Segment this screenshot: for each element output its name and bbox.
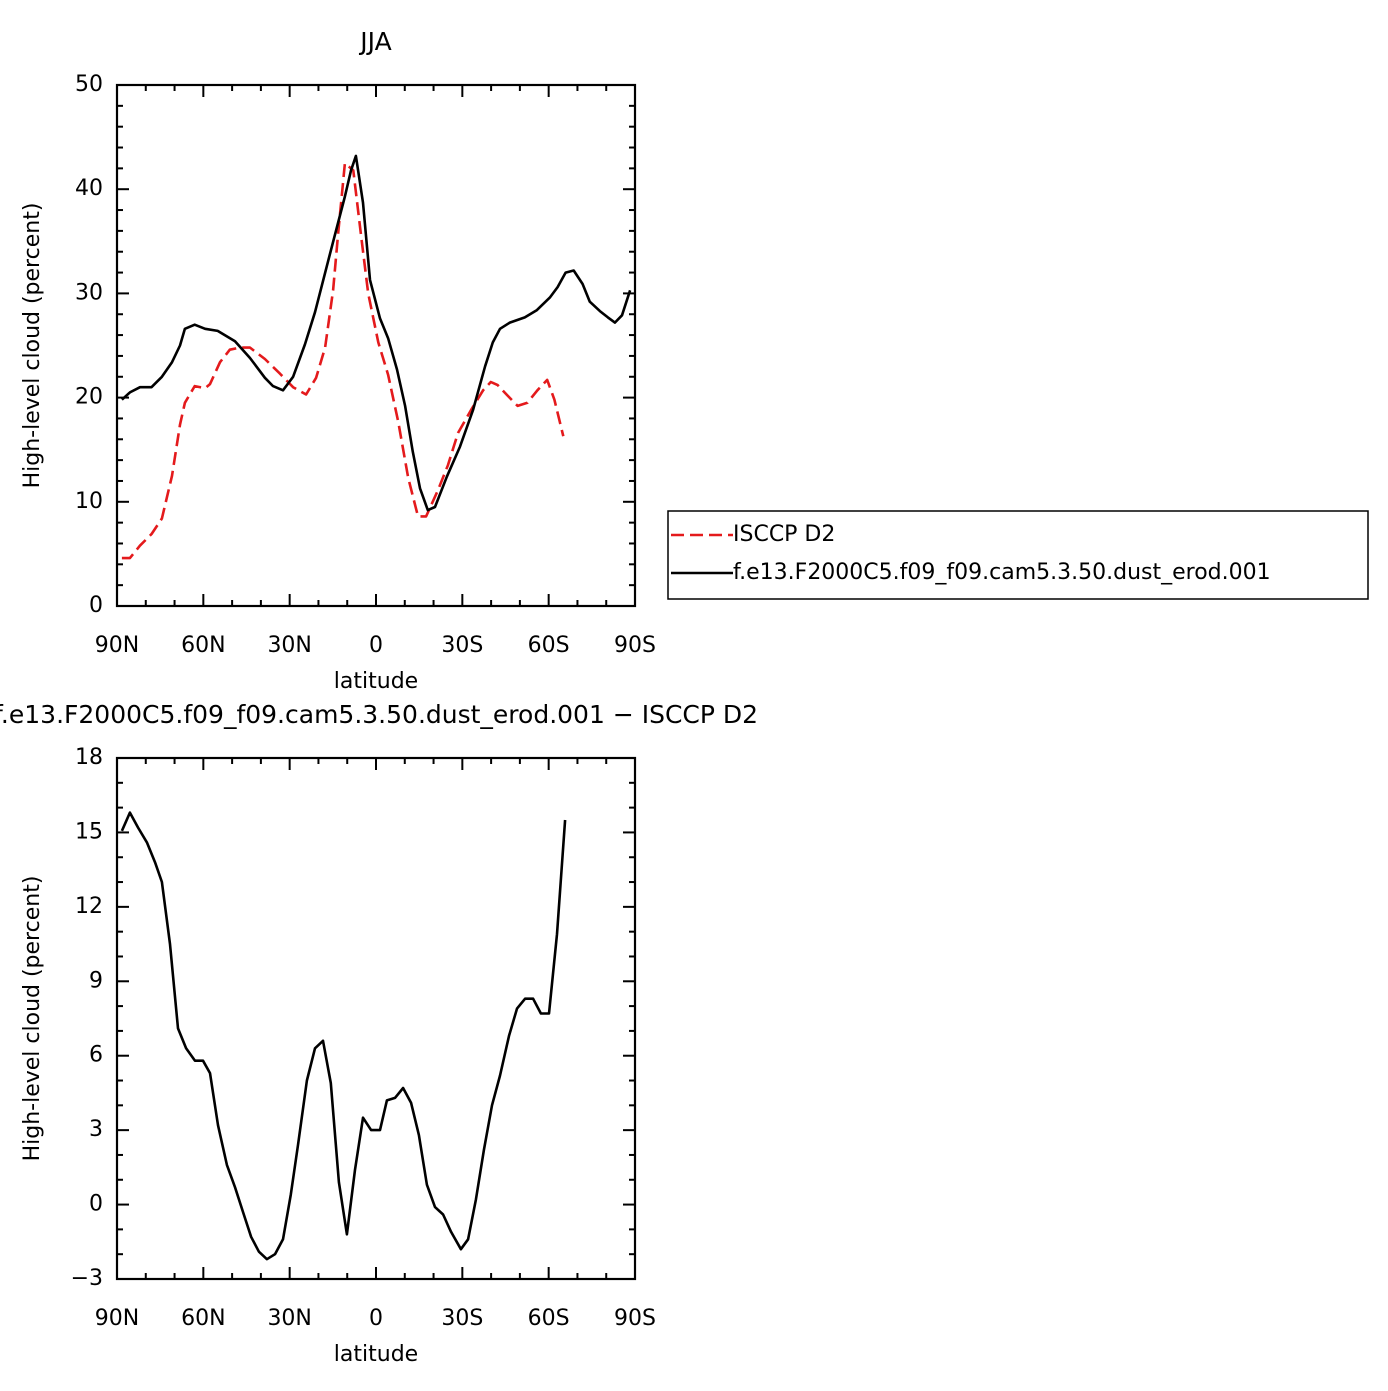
y-axis-label: High-level cloud (percent) [20, 876, 45, 1162]
data-line [121, 161, 565, 560]
y-tick-label: 3 [89, 1117, 103, 1142]
y-tick-label: 0 [89, 1192, 103, 1217]
x-tick-label: 60S [528, 633, 570, 658]
x-tick-label: 60N [181, 1306, 225, 1331]
y-tick-label: 30 [75, 280, 103, 305]
y-tick-label: 18 [75, 745, 103, 770]
plot-frame [115, 756, 637, 1281]
y-tick-label: 20 [75, 385, 103, 410]
x-tick-label: 0 [369, 1306, 383, 1331]
y-tick-label: 15 [75, 819, 103, 844]
x-tick-label: 90S [614, 633, 656, 658]
y-tick-label: −3 [71, 1266, 103, 1291]
x-tick-label: 60S [528, 1306, 570, 1331]
x-tick-label: 30N [267, 1306, 311, 1331]
y-axis-label: High-level cloud (percent) [20, 203, 45, 489]
y-tick-label: 6 [89, 1043, 103, 1068]
legend-label: f.e13.F2000C5.f09_f09.cam5.3.50.dust_ero… [733, 560, 1271, 585]
data-line [121, 154, 632, 512]
data-line [120, 811, 567, 1261]
y-tick-label: 50 [75, 72, 103, 97]
legend-box [667, 510, 1369, 600]
x-tick-label: 90S [614, 1306, 656, 1331]
chart-title: JJA [358, 27, 391, 56]
x-tick-label: 30S [441, 1306, 483, 1331]
x-axis-label: latitude [334, 1342, 418, 1367]
y-tick-label: 0 [89, 593, 103, 618]
y-tick-label: 12 [75, 894, 103, 919]
y-tick-label: 40 [75, 176, 103, 201]
x-tick-label: 60N [181, 633, 225, 658]
x-tick-label: 90N [95, 1306, 139, 1331]
x-axis-label: latitude [334, 669, 418, 694]
x-tick-label: 90N [95, 633, 139, 658]
x-tick-label: 0 [369, 633, 383, 658]
x-tick-label: 30S [441, 633, 483, 658]
y-tick-label: 10 [75, 489, 103, 514]
chart-title: f.e13.F2000C5.f09_f09.cam5.3.50.dust_ero… [0, 700, 758, 729]
y-tick-label: 9 [89, 968, 103, 993]
legend-label: ISCCP D2 [733, 522, 835, 547]
plot-frame [115, 83, 637, 608]
x-tick-label: 30N [267, 633, 311, 658]
